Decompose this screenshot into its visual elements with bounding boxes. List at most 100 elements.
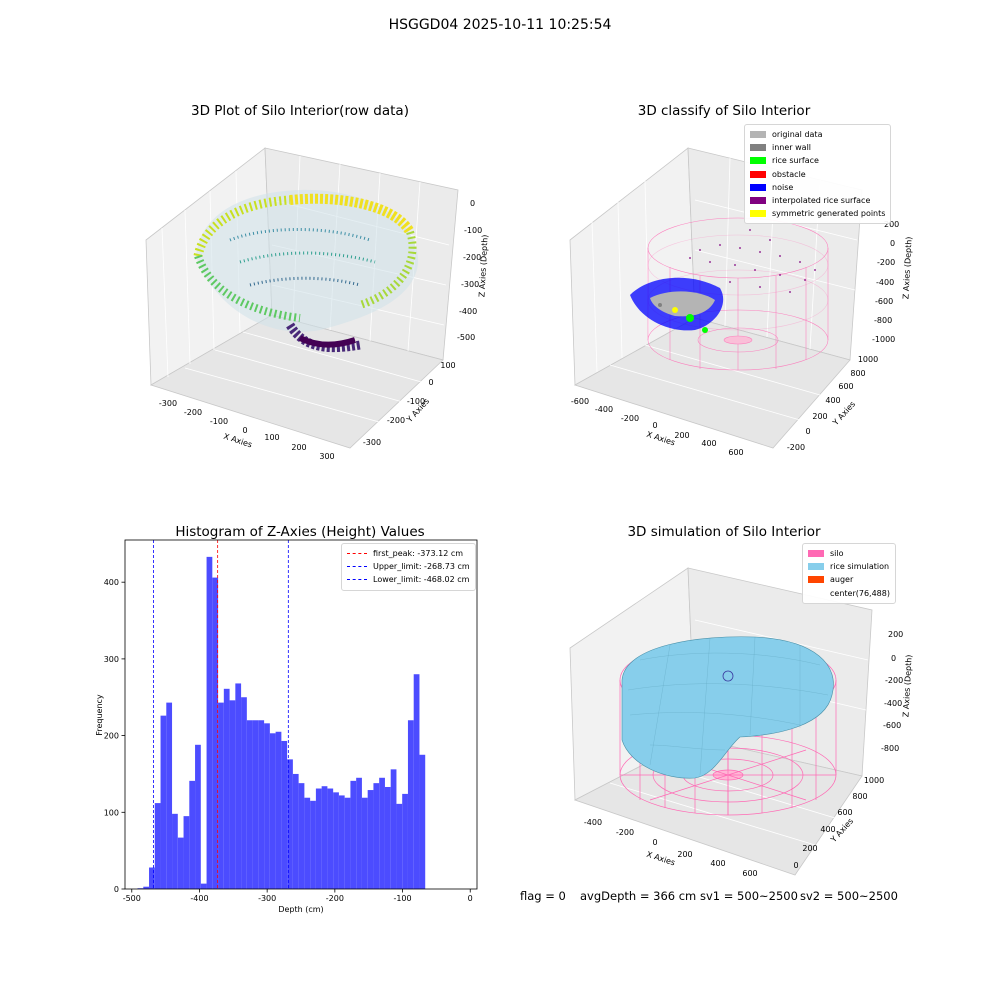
- raw-y-tick: -300: [363, 438, 381, 447]
- histogram-bar: [269, 733, 276, 889]
- rice-simulation-surface: [621, 636, 834, 779]
- histogram-bar: [402, 793, 408, 889]
- legend-label: inner wall: [772, 143, 812, 153]
- classify-z-label: Z Axies (Depth): [901, 236, 913, 299]
- histogram-y-tick-label: 300: [104, 655, 119, 664]
- classify-y-tick: 0: [805, 427, 810, 436]
- histogram-bar: [154, 803, 161, 889]
- histogram-bar: [206, 556, 213, 889]
- simulation-z-tick: 200: [888, 630, 903, 639]
- raw-x-tick: 200: [291, 443, 306, 452]
- histogram-bar: [333, 792, 339, 889]
- legend-label: rice surface: [772, 156, 819, 166]
- simulation-z-tick: 0: [891, 654, 896, 663]
- legend-entry: auger: [808, 573, 890, 586]
- histogram-bar: [350, 780, 357, 889]
- simulation-y-tick: 1000: [864, 776, 884, 785]
- legend-entry: interpolated rice surface: [750, 194, 885, 207]
- histogram-bar: [264, 723, 270, 889]
- legend-entry: rice surface: [750, 154, 885, 167]
- histogram-x-tick-label: -100: [393, 894, 411, 903]
- legend-entry: inner wall: [750, 141, 885, 154]
- classify-z-tick: -800: [874, 316, 892, 325]
- classify-z-tick: -400: [876, 278, 894, 287]
- legend-label: noise: [772, 182, 794, 192]
- figure-title: HSGGD04 2025-10-11 10:25:54: [388, 17, 612, 33]
- histogram-bar: [160, 715, 167, 889]
- raw-z-tick: -400: [459, 307, 477, 316]
- raw-z-tick: -500: [457, 333, 475, 342]
- legend-entry: first_peak: -373.12 cm: [347, 547, 470, 560]
- histogram-bar: [218, 702, 224, 889]
- histogram-bar: [304, 797, 311, 889]
- legend-entry: rice simulation: [808, 560, 890, 573]
- histogram-bar: [223, 688, 230, 889]
- histogram-bar: [390, 769, 397, 889]
- histogram-y-tick-label: 0: [114, 885, 119, 894]
- auger-marker: [722, 670, 734, 682]
- legend-entry: noise: [750, 181, 885, 194]
- classify-x-tick: -200: [621, 414, 639, 423]
- legend-swatch: [750, 157, 766, 165]
- raw-3d-scatter-cloud: [193, 189, 419, 353]
- simulation-x-tick: 200: [677, 850, 692, 859]
- legend-line: [347, 566, 367, 568]
- histogram-bar: [252, 720, 259, 889]
- histogram-bar: [384, 786, 391, 889]
- raw-x-tick: -300: [159, 399, 177, 408]
- legend-swatch: [750, 170, 766, 178]
- simulation-x-tick: -400: [584, 818, 602, 827]
- raw-y-tick: 0: [428, 378, 433, 387]
- classify-y-tick: 800: [850, 369, 865, 378]
- histogram-bar: [229, 700, 236, 889]
- raw-y-tick: -100: [407, 397, 425, 406]
- histogram-y-tick-label: 400: [104, 578, 119, 587]
- classify-plot-title: 3D classify of Silo Interior: [637, 103, 811, 119]
- classify-z-tick: -1000: [872, 335, 895, 344]
- raw-z-tick: -300: [461, 280, 479, 289]
- histogram-bar: [367, 790, 374, 889]
- histogram-bar: [177, 837, 184, 889]
- simulation-y-tick: 800: [852, 792, 867, 801]
- histogram-bar: [183, 816, 190, 889]
- histogram-bar: [379, 777, 385, 889]
- simulation-z-tick: -200: [885, 676, 903, 685]
- histogram-bar: [212, 577, 219, 889]
- legend-label: obstacle: [772, 169, 806, 179]
- classify-z-tick: 0: [890, 239, 895, 248]
- avg-depth-status: avgDepth = 366 cm: [580, 889, 697, 903]
- silo-wireframe: [647, 217, 829, 371]
- raw-z-tick: -100: [464, 226, 482, 235]
- legend-swatch: [808, 576, 824, 584]
- sv2-status: sv2 = 500~2500: [800, 889, 898, 903]
- simulation-x-tick: -200: [616, 828, 634, 837]
- histogram-bar: [200, 883, 207, 889]
- histogram-bar: [361, 797, 368, 889]
- legend-entry: symmetric generated points: [750, 207, 885, 220]
- legend-label: interpolated rice surface: [772, 196, 871, 206]
- histogram-bar: [344, 797, 351, 889]
- legend-swatch: [808, 550, 824, 558]
- raw-x-tick: 0: [242, 426, 247, 435]
- raw-3d-plot: -300 -200 -100 0 100 200 300 X Axies -30…: [145, 147, 490, 461]
- raw-z-label: Z Axies (Depth): [477, 234, 489, 297]
- legend-label: Lower_limit: -468.02 cm: [373, 575, 470, 585]
- histogram-bar: [275, 731, 282, 889]
- classify-x-tick: 400: [701, 439, 716, 448]
- legend-swatch: [750, 131, 766, 139]
- histogram-legend: first_peak: -373.12 cm Upper_limit: -268…: [341, 543, 476, 591]
- raw-x-tick: -200: [184, 408, 202, 417]
- legend-swatch: [750, 144, 766, 152]
- legend-swatch: [750, 197, 766, 205]
- classify-x-tick: -600: [571, 397, 589, 406]
- histogram-bar: [321, 786, 328, 889]
- sv1-status: sv1 = 500~2500: [700, 889, 798, 903]
- simulation-z-tick: -400: [884, 699, 902, 708]
- legend-line: [347, 579, 367, 581]
- legend-entry: original data: [750, 128, 885, 141]
- legend-swatch: [750, 210, 766, 218]
- classified-points: [630, 277, 724, 333]
- legend-swatch: [750, 183, 766, 191]
- histogram-bar: [281, 740, 288, 889]
- raw-z-tick: 0: [470, 199, 475, 208]
